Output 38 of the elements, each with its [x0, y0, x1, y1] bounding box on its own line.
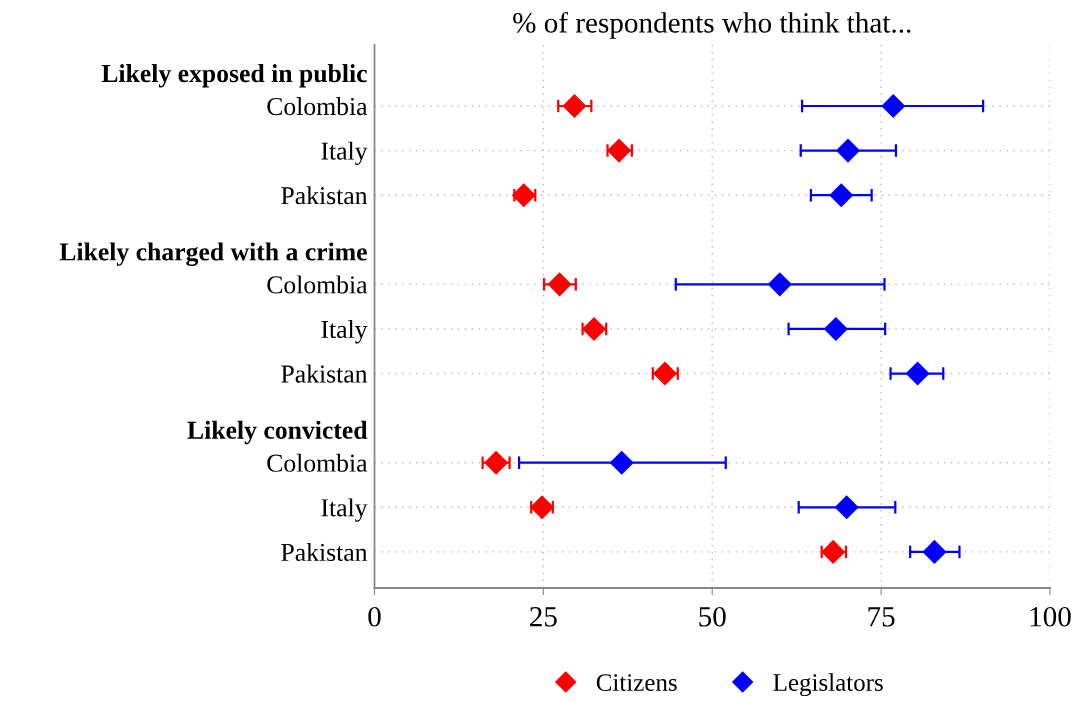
y-tick-label: Likely charged with a crime — [59, 242, 367, 266]
x-tick-label: 75 — [868, 607, 895, 627]
x-tick-label: 100 — [1030, 606, 1071, 627]
y-tick-label: Colombia — [267, 97, 368, 116]
point — [767, 272, 792, 297]
point — [582, 316, 607, 341]
legend-label: Citizens — [596, 674, 677, 691]
y-tick-label: Italy — [321, 141, 368, 166]
point — [881, 93, 906, 119]
y-tick-label: Pakistan — [281, 364, 368, 383]
y-tick-label: Likely exposed in public — [101, 64, 367, 88]
x-tick-label: 50 — [699, 606, 726, 627]
point — [609, 450, 634, 475]
y-tick-label: Colombia — [267, 275, 368, 294]
x-tick-label: 25 — [530, 606, 557, 627]
y-tick-label: Italy — [321, 498, 368, 522]
chart-title: % of respondents who think that... — [513, 11, 911, 39]
y-tick-label: Pakistan — [281, 542, 368, 562]
point — [922, 539, 947, 564]
y-tick-label: Pakistan — [281, 186, 368, 205]
y-tick-label: Colombia — [267, 453, 368, 472]
legend-label: Legislators — [773, 673, 883, 697]
point — [835, 138, 861, 163]
point — [829, 183, 854, 208]
point — [484, 450, 509, 475]
point — [905, 361, 930, 386]
point — [547, 272, 572, 297]
point — [562, 93, 587, 119]
point — [823, 316, 848, 341]
point — [511, 183, 536, 208]
point — [529, 495, 555, 520]
y-tick-label: Italy — [321, 320, 368, 344]
point — [834, 495, 859, 520]
point — [606, 138, 632, 163]
point — [652, 361, 677, 386]
point — [821, 539, 846, 564]
x-tick-label: 0 — [368, 606, 381, 627]
y-tick-label: Likely convicted — [187, 420, 368, 445]
